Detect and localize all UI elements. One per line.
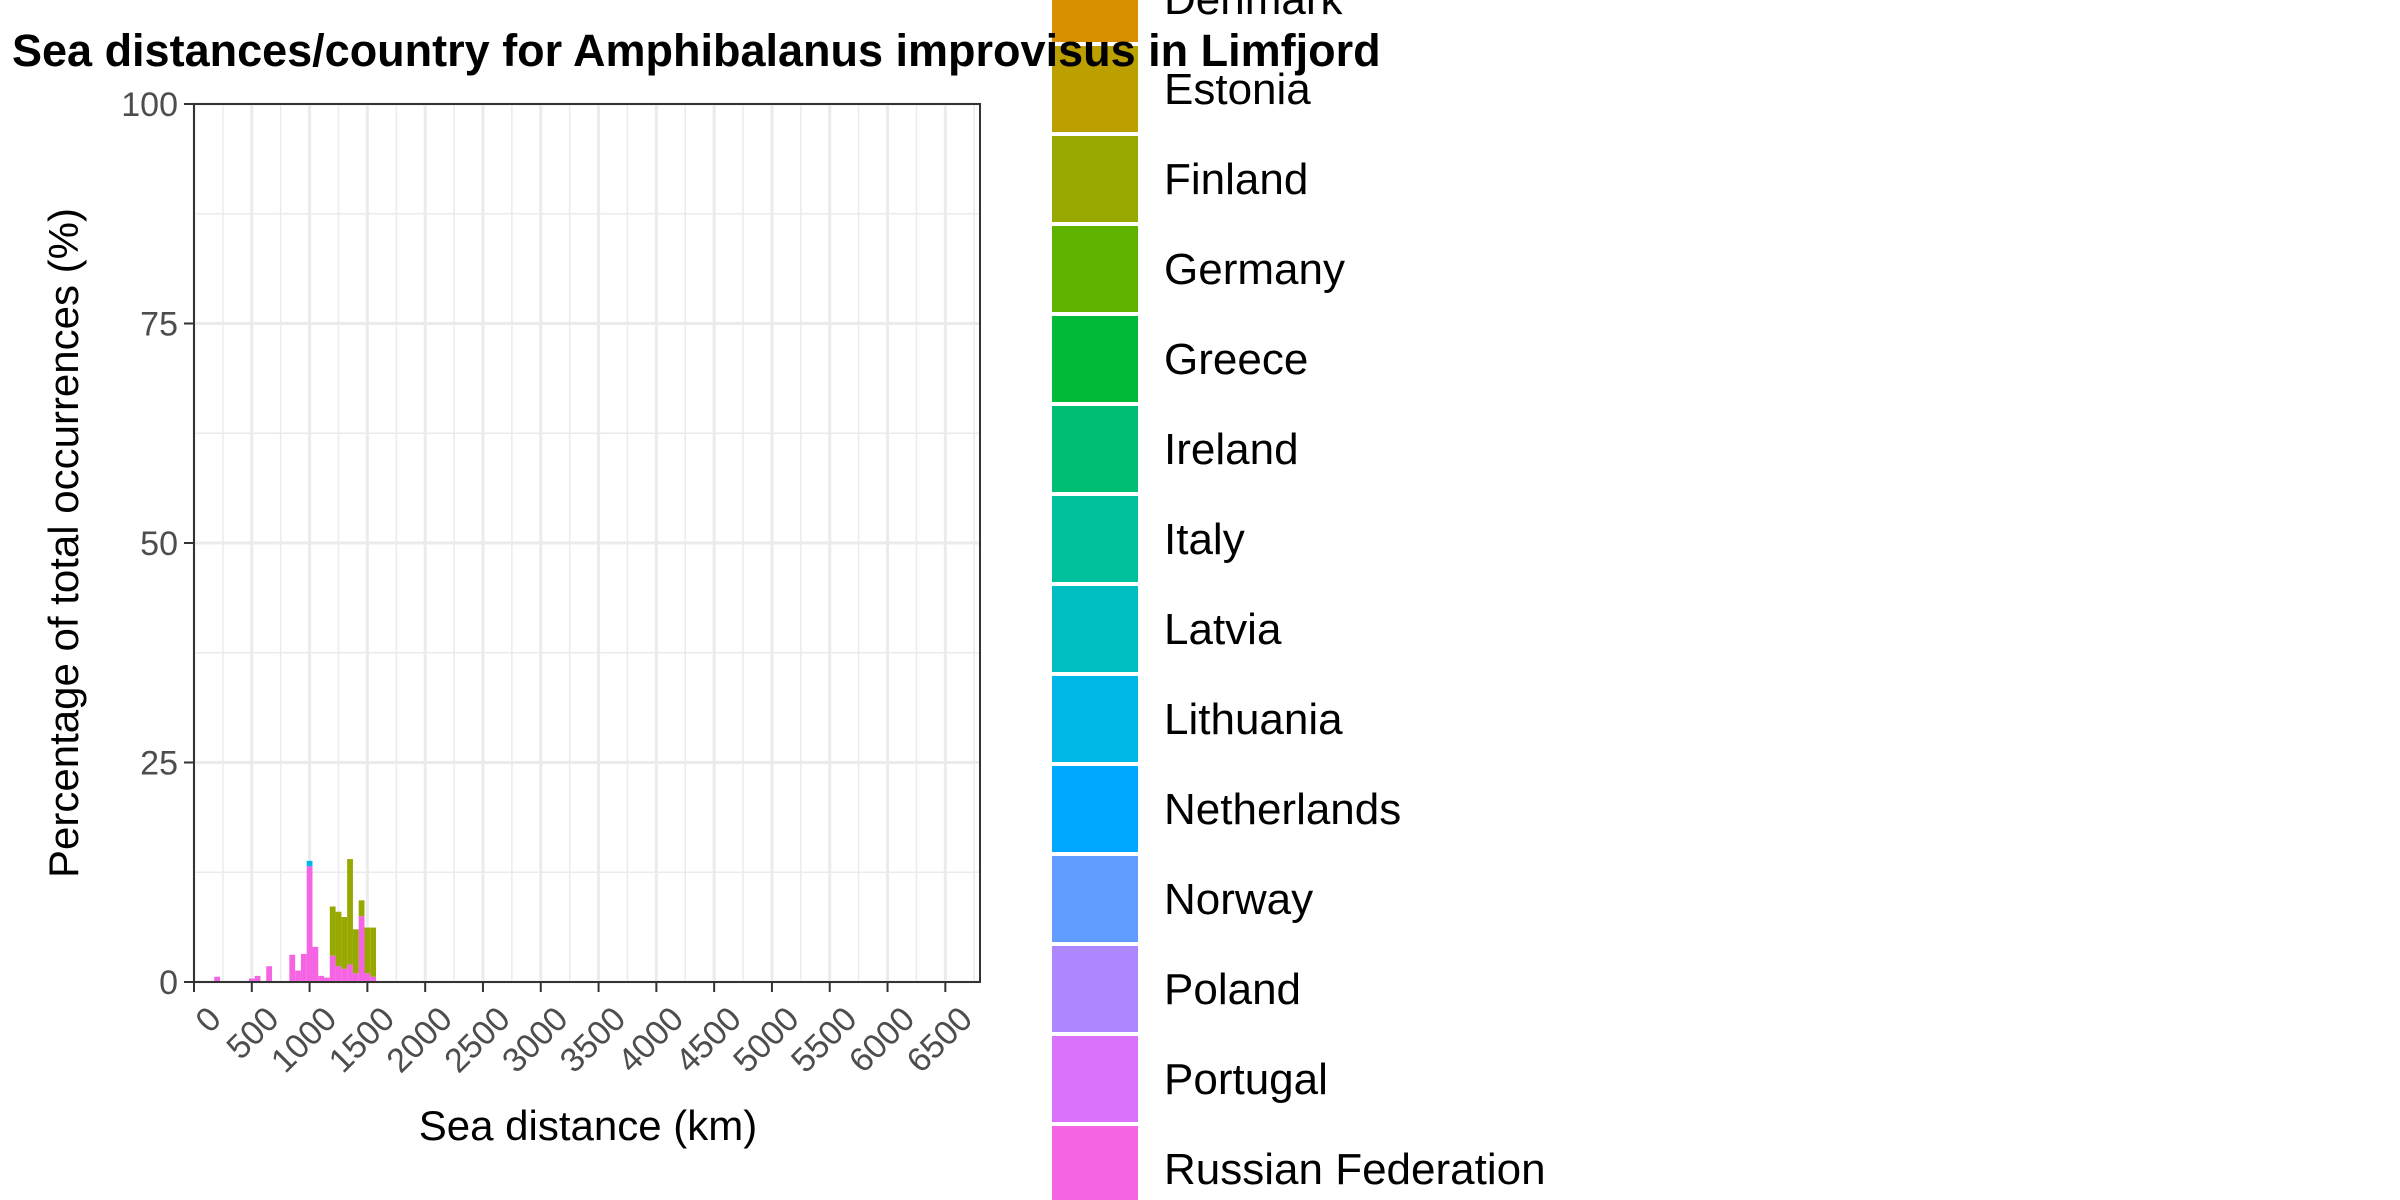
bar-segment	[289, 954, 296, 982]
legend-key	[1052, 226, 1138, 312]
bar-segment	[341, 968, 348, 982]
legend-label: Poland	[1164, 965, 1301, 1014]
bar-segment	[266, 966, 273, 982]
x-tick-label: 1000	[264, 1000, 344, 1080]
legend-key	[1052, 316, 1138, 402]
legend-label: Denmark	[1164, 0, 1343, 24]
legend-key	[1052, 1036, 1138, 1122]
bar-segment	[347, 964, 353, 982]
x-tick-label: 6000	[842, 1000, 922, 1080]
bar-segment	[370, 927, 377, 977]
legend-label: Germany	[1164, 245, 1345, 294]
bar-segment	[335, 966, 342, 982]
legend-key	[1052, 0, 1138, 42]
x-tick-label: 0	[188, 1000, 228, 1040]
legend-label: Estonia	[1164, 65, 1311, 114]
x-tick-label: 5000	[726, 1000, 806, 1080]
x-tick-label: 2000	[379, 1000, 459, 1080]
x-tick-label: 3000	[495, 1000, 575, 1080]
y-tick-label: 0	[159, 964, 178, 1002]
legend-key	[1052, 136, 1138, 222]
bar-segment	[358, 916, 365, 982]
bar-segment	[318, 975, 325, 982]
bar-segment	[312, 946, 319, 982]
legend-label: Norway	[1164, 875, 1313, 924]
x-tick-label: 4500	[668, 1000, 748, 1080]
legend-label: Finland	[1164, 155, 1308, 204]
bar-segment	[352, 973, 359, 982]
bar-segment	[352, 929, 359, 974]
legend-key	[1052, 1126, 1138, 1200]
bar-segment	[364, 927, 371, 974]
legend-label: Lithuania	[1164, 695, 1343, 744]
x-tick-label: 5500	[784, 1000, 864, 1080]
bar-segment	[335, 911, 342, 967]
legend-key	[1052, 586, 1138, 672]
bar-segment	[248, 978, 255, 982]
legend: Denmark Estonia Finland Germany Greece Irelan…	[1052, 0, 1546, 1200]
bar-segment	[324, 977, 330, 982]
y-tick-label: 25	[140, 745, 178, 783]
x-tick-label: 1500	[322, 1000, 402, 1080]
y-tick-label: 75	[140, 306, 178, 344]
bar-segment	[347, 859, 353, 965]
bar-segment	[214, 976, 221, 982]
y-tick-label: 50	[140, 525, 178, 563]
legend-key	[1052, 766, 1138, 852]
bar-segment	[295, 970, 301, 982]
legend-label: Italy	[1164, 515, 1245, 564]
legend-key	[1052, 946, 1138, 1032]
legend-label: Netherlands	[1164, 785, 1401, 834]
legend-label: Greece	[1164, 335, 1308, 384]
x-tick-label: 4000	[611, 1000, 691, 1080]
grid	[192, 102, 980, 984]
bar-segment	[306, 866, 313, 982]
bar-segment	[300, 953, 307, 982]
legend-key	[1052, 676, 1138, 762]
x-axis-label: Sea distance (km)	[419, 1102, 757, 1149]
bar-segment	[364, 973, 371, 982]
legend-key	[1052, 496, 1138, 582]
y-tick-label: 100	[121, 86, 178, 124]
y-axis-label: Percentage of total occurrences (%)	[40, 208, 87, 878]
legend-label: Ireland	[1164, 425, 1299, 474]
chart-title: Sea distances/country for Amphibalanus i…	[12, 25, 1381, 76]
bar-segment	[329, 955, 336, 982]
legend-label: Russian Federation	[1164, 1145, 1546, 1194]
bar-segment	[358, 900, 365, 917]
bar-segment	[306, 860, 313, 867]
bars	[214, 859, 377, 982]
legend-key	[1052, 406, 1138, 492]
x-tick-label: 3500	[553, 1000, 633, 1080]
bar-segment	[341, 917, 348, 969]
x-tick-label: 2500	[437, 1000, 517, 1080]
legend-label: Latvia	[1164, 605, 1282, 654]
bar-segment	[370, 976, 377, 982]
legend-key	[1052, 856, 1138, 942]
bar-segment	[329, 906, 336, 956]
legend-label: Portugal	[1164, 1055, 1328, 1104]
legend-key	[1052, 46, 1138, 132]
x-tick-label: 6500	[900, 1000, 980, 1080]
bar-segment	[254, 975, 261, 982]
